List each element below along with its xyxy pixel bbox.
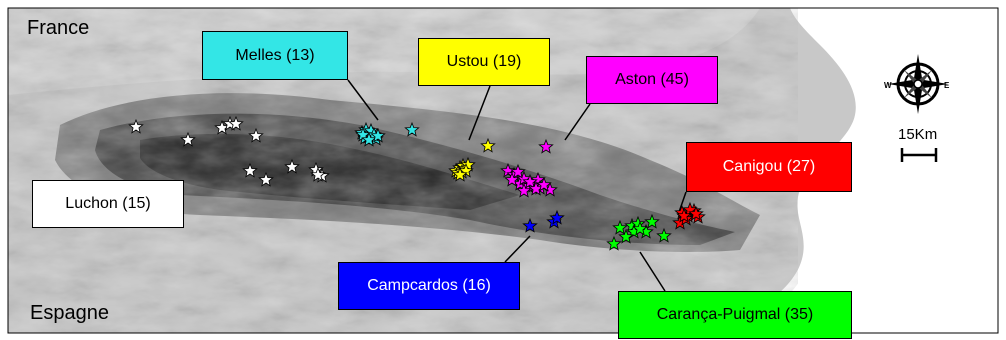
site-marker-aston bbox=[504, 171, 520, 187]
scale-label: 15Km bbox=[898, 126, 938, 143]
site-marker-campcardos bbox=[522, 217, 538, 233]
scale-bar bbox=[900, 148, 938, 162]
site-label-caranca: Carança-Puigmal (35) bbox=[618, 291, 852, 339]
site-label-luchon: Luchon (15) bbox=[32, 180, 184, 228]
site-marker-luchon bbox=[310, 166, 326, 182]
site-marker-luchon bbox=[128, 118, 144, 134]
site-marker-caranca bbox=[656, 227, 672, 243]
site-marker-luchon bbox=[248, 127, 264, 143]
site-marker-luchon bbox=[180, 131, 196, 147]
site-marker-melles bbox=[361, 131, 377, 147]
site-marker-canigou bbox=[688, 205, 704, 221]
site-marker-aston bbox=[510, 163, 526, 179]
site-marker-aston bbox=[516, 182, 532, 198]
site-marker-luchon bbox=[242, 162, 258, 178]
site-marker-melles bbox=[370, 127, 386, 143]
site-marker-luchon bbox=[258, 171, 274, 187]
site-label-campcardos: Campcardos (16) bbox=[338, 262, 520, 310]
leader-lines bbox=[347, 79, 687, 292]
site-marker-ustou bbox=[460, 156, 476, 172]
site-marker-ustou bbox=[458, 162, 474, 178]
site-marker-aston bbox=[536, 176, 552, 192]
site-marker-ustou bbox=[480, 137, 496, 153]
site-marker-melles bbox=[404, 121, 420, 137]
site-marker-luchon bbox=[284, 158, 300, 174]
site-marker-aston bbox=[500, 162, 516, 178]
site-marker-caranca bbox=[644, 213, 660, 229]
country-label-north: France bbox=[27, 17, 90, 39]
site-marker-caranca bbox=[612, 219, 628, 235]
svg-text:E: E bbox=[944, 81, 950, 90]
site-marker-ustou bbox=[452, 166, 468, 182]
site-label-aston: Aston (45) bbox=[586, 56, 718, 104]
site-label-ustou: Ustou (19) bbox=[418, 38, 550, 86]
compass-rose-icon: E W bbox=[884, 54, 950, 114]
site-label-canigou: Canigou (27) bbox=[686, 142, 852, 192]
site-markers bbox=[128, 115, 706, 251]
site-marker-luchon bbox=[228, 115, 244, 131]
site-marker-caranca bbox=[618, 228, 634, 244]
site-marker-canigou bbox=[676, 207, 692, 223]
site-marker-caranca bbox=[632, 220, 648, 236]
site-marker-caranca bbox=[606, 235, 622, 251]
site-marker-canigou bbox=[682, 201, 698, 217]
site-label-melles: Melles (13) bbox=[202, 31, 348, 80]
site-marker-campcardos bbox=[549, 209, 565, 225]
site-marker-aston bbox=[522, 173, 538, 189]
country-label-south: Espagne bbox=[30, 302, 109, 324]
site-marker-aston bbox=[538, 138, 554, 154]
svg-text:W: W bbox=[884, 81, 892, 90]
